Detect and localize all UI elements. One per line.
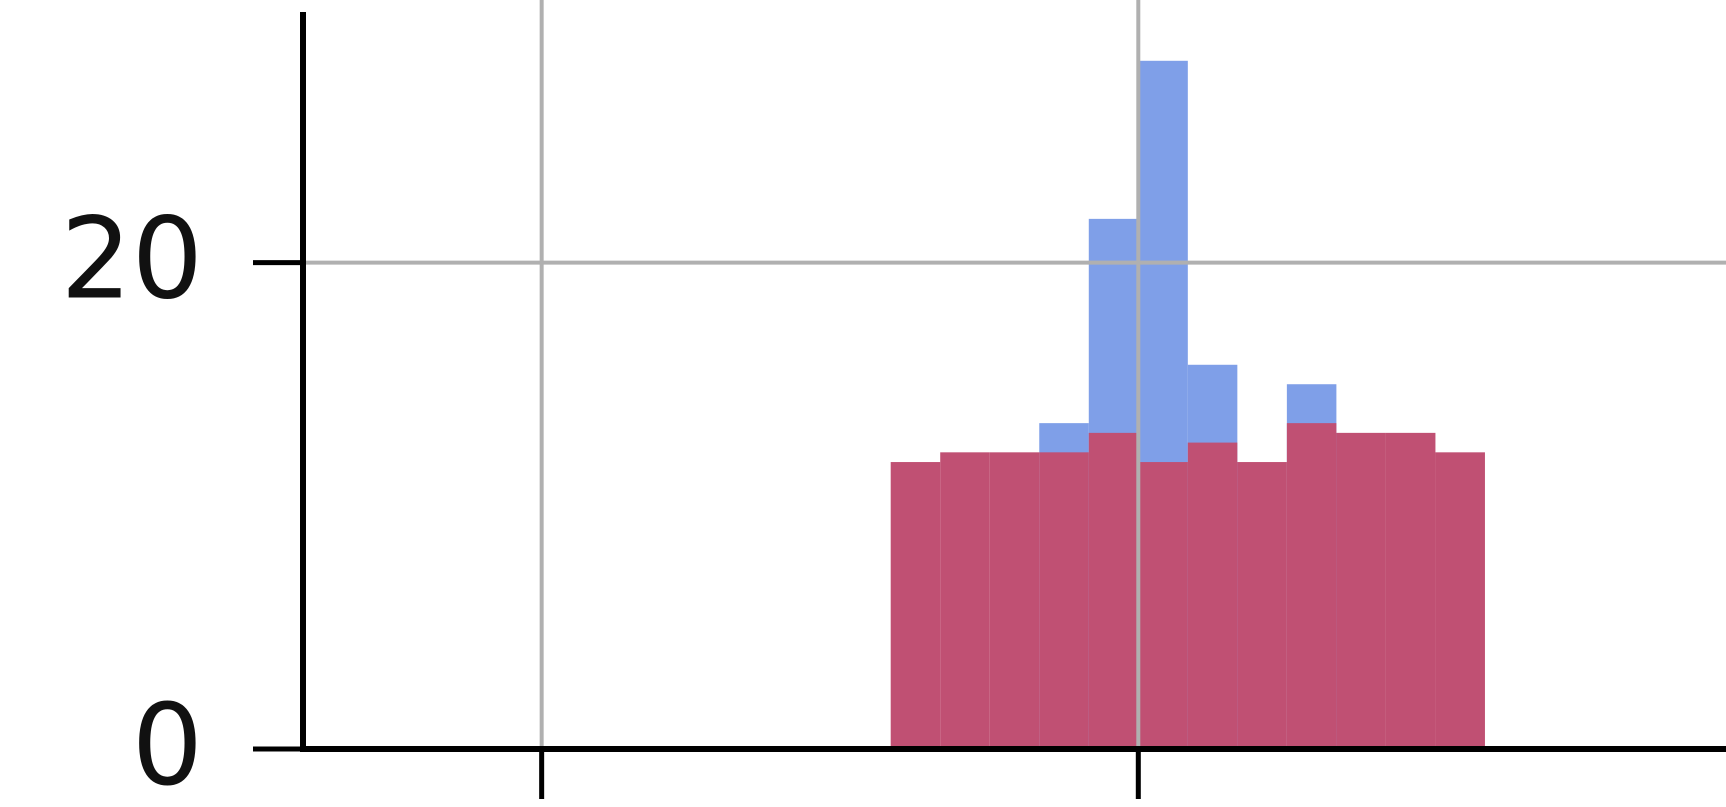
histogram-bar bbox=[1187, 442, 1238, 749]
y-tick-label: 20 bbox=[60, 194, 203, 324]
histogram-bar bbox=[940, 452, 990, 749]
y-tick-label: 0 bbox=[132, 681, 203, 807]
histogram-bar bbox=[1237, 462, 1287, 749]
histogram-bar bbox=[1336, 432, 1386, 749]
histogram-bar bbox=[1435, 452, 1485, 749]
histogram-bar bbox=[1286, 423, 1337, 749]
histogram-bar bbox=[1138, 462, 1188, 749]
histogram-bar bbox=[890, 462, 941, 749]
histogram-bar bbox=[989, 452, 1040, 749]
histogram-bar bbox=[1385, 432, 1436, 749]
histogram-bar bbox=[1039, 452, 1089, 749]
histogram-bar bbox=[1088, 432, 1139, 749]
